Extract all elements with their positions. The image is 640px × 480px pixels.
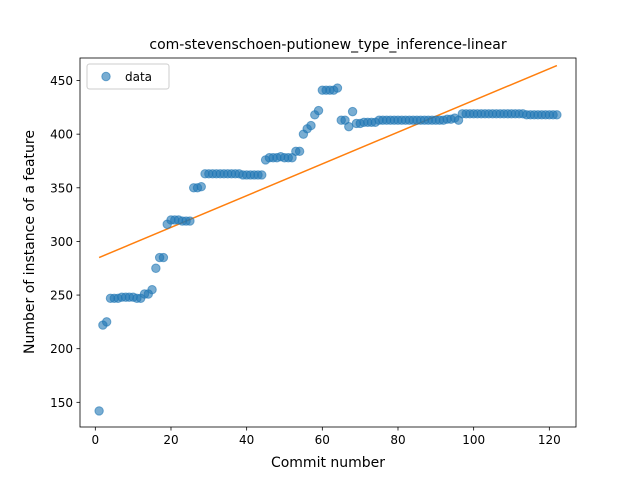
- data-point: [147, 285, 157, 295]
- axes-frame: [79, 57, 577, 428]
- data-point: [101, 317, 112, 327]
- x-tick-label: 60: [315, 433, 330, 447]
- legend-label: data: [125, 70, 152, 84]
- y-tick-label: 300: [50, 235, 73, 249]
- data-point: [158, 252, 169, 263]
- data-point: [257, 170, 267, 180]
- data-point: [332, 83, 343, 93]
- legend-marker: [101, 71, 111, 82]
- data-point: [151, 263, 161, 273]
- x-axis-label: Commit number: [271, 455, 385, 471]
- x-tick-label: 40: [239, 433, 254, 447]
- y-tick-label: 450: [50, 74, 73, 88]
- data-point: [313, 105, 324, 116]
- data-point: [347, 106, 358, 117]
- data-point: [552, 110, 562, 120]
- y-axis-label: Number of instance of a feature: [22, 130, 38, 354]
- y-tick-label: 250: [50, 289, 73, 303]
- y-tick-label: 400: [50, 128, 73, 142]
- y-tick-label: 200: [50, 342, 73, 356]
- data-point: [196, 182, 206, 192]
- y-tick-label: 150: [50, 396, 73, 410]
- x-tick-label: 100: [462, 433, 485, 447]
- x-tick-label: 80: [390, 433, 405, 447]
- legend-box: [86, 63, 170, 90]
- fit-line: [98, 64, 558, 259]
- x-tick-label: 0: [92, 433, 100, 447]
- plot-area: 0 20 40 60 80 100 120 150 200 250 300 350 400 450 data: [50, 57, 577, 447]
- y-tick-label: 350: [50, 181, 73, 195]
- data-point: [185, 216, 195, 226]
- x-tick-label: 120: [538, 433, 561, 447]
- data-point: [294, 146, 305, 157]
- data-point: [94, 406, 104, 416]
- data-point: [306, 120, 316, 131]
- chart-title: com-stevenschoen-putionew_type_inference…: [149, 37, 506, 53]
- x-tick-label: 20: [163, 433, 178, 447]
